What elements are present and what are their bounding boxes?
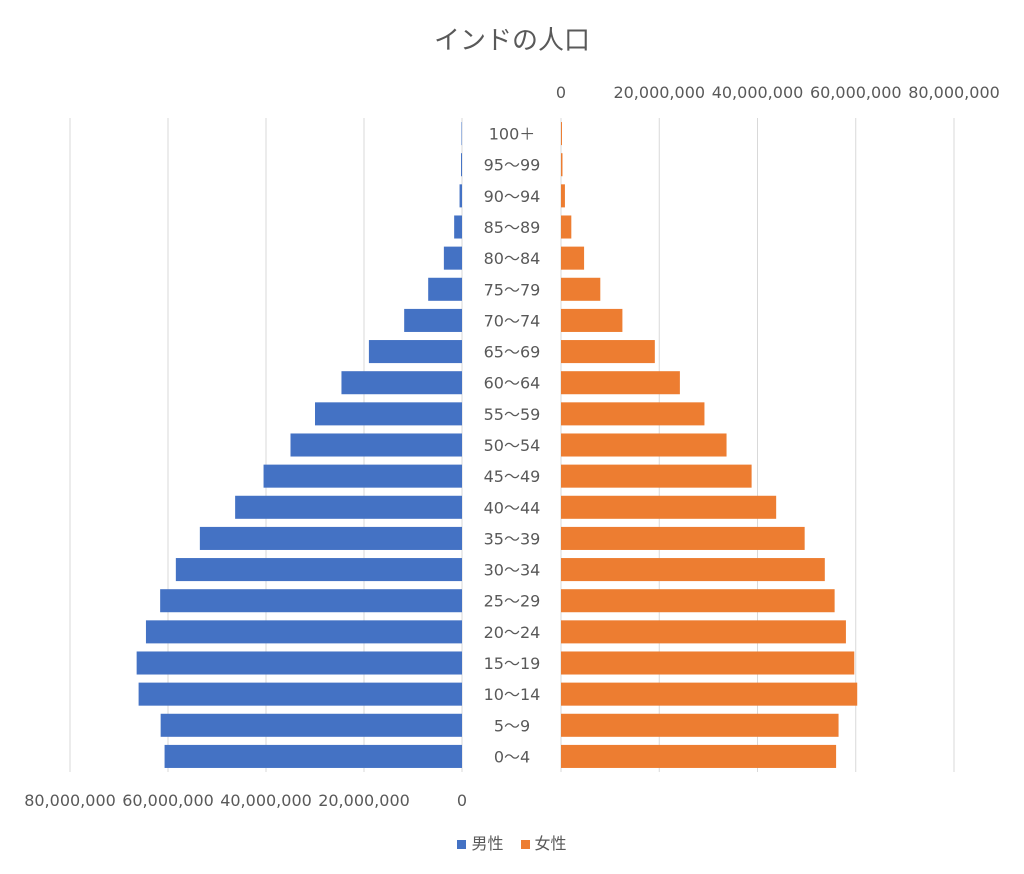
- female-bar: [561, 651, 855, 675]
- age-group-label: 35〜39: [484, 529, 541, 548]
- chart-title: インドの人口: [433, 26, 590, 56]
- legend: 男性 女性: [0, 830, 1024, 854]
- left-axis-tick-label: 40,000,000: [220, 791, 312, 810]
- legend-swatch-male: [457, 840, 467, 849]
- right-axis-tick-label: 0: [556, 83, 566, 102]
- age-group-label: 70〜74: [484, 311, 541, 330]
- male-bar: [428, 277, 462, 301]
- male-bar: [443, 246, 462, 270]
- age-group-label: 95〜99: [484, 156, 541, 175]
- male-bar: [461, 122, 463, 146]
- female-bar: [561, 589, 835, 613]
- female-bar: [561, 371, 680, 395]
- left-axis-tick-label: 80,000,000: [24, 791, 116, 810]
- male-bar: [404, 308, 462, 332]
- age-group-label: 15〜19: [484, 654, 541, 673]
- male-bar: [175, 558, 462, 582]
- female-bar: [561, 402, 705, 426]
- male-bar: [199, 526, 462, 550]
- female-bar: [561, 744, 837, 768]
- female-bar: [561, 153, 563, 177]
- age-group-label: 100＋: [489, 125, 536, 144]
- female-bar: [561, 464, 752, 488]
- age-group-label: 85〜89: [484, 218, 541, 237]
- left-axis-tick-label: 0: [457, 791, 467, 810]
- female-bar: [561, 713, 839, 737]
- legend-swatch-female: [520, 840, 530, 849]
- age-group-label: 50〜54: [484, 436, 541, 455]
- male-bar: [290, 433, 462, 457]
- age-group-label: 10〜14: [484, 685, 541, 704]
- female-bar: [561, 122, 562, 146]
- female-bar: [561, 340, 655, 364]
- age-group-label: 65〜69: [484, 343, 541, 362]
- male-bar: [160, 713, 462, 737]
- age-group-label: 55〜59: [484, 405, 541, 424]
- right-axis-tick-label: 20,000,000: [613, 83, 705, 102]
- male-bar: [136, 651, 462, 675]
- male-bar: [315, 402, 462, 426]
- female-bar: [561, 682, 858, 706]
- legend-label-male: 男性: [471, 834, 504, 853]
- female-bar: [561, 526, 805, 550]
- female-bar: [561, 620, 846, 644]
- male-bar: [459, 184, 462, 208]
- legend-label-female: 女性: [534, 834, 567, 853]
- age-group-label: 30〜34: [484, 561, 541, 580]
- female-bar: [561, 215, 572, 239]
- male-bar: [235, 495, 462, 519]
- male-bar: [263, 464, 462, 488]
- age-group-label: 0〜4: [494, 747, 530, 766]
- left-axis-tick-label: 20,000,000: [318, 791, 410, 810]
- female-bar: [561, 433, 727, 457]
- age-group-label: 25〜29: [484, 592, 541, 611]
- age-group-label: 45〜49: [484, 467, 541, 486]
- female-bar: [561, 184, 565, 208]
- male-bar: [341, 371, 462, 395]
- age-group-label: 40〜44: [484, 498, 541, 517]
- legend-item-male: 男性: [457, 830, 503, 854]
- male-bar: [138, 682, 462, 706]
- female-bar: [561, 495, 777, 519]
- right-axis-tick-label: 80,000,000: [908, 83, 1000, 102]
- age-group-label: 80〜84: [484, 249, 541, 268]
- female-bar: [561, 246, 585, 270]
- male-bar: [368, 340, 462, 364]
- female-bar: [561, 277, 601, 301]
- male-bar: [461, 153, 462, 177]
- female-bar: [561, 308, 623, 332]
- right-axis-tick-label: 60,000,000: [810, 83, 902, 102]
- male-bar: [454, 215, 462, 239]
- right-axis-tick-label: 40,000,000: [712, 83, 804, 102]
- legend-item-female: 女性: [520, 830, 567, 854]
- age-group-label: 75〜79: [484, 280, 541, 299]
- female-bar: [561, 558, 825, 582]
- male-bar: [160, 589, 462, 613]
- age-group-label: 60〜64: [484, 374, 541, 393]
- male-bar: [145, 620, 462, 644]
- left-axis-tick-label: 60,000,000: [122, 791, 214, 810]
- age-group-label: 5〜9: [494, 716, 530, 735]
- age-group-label: 90〜94: [484, 187, 541, 206]
- male-bar: [164, 744, 462, 768]
- age-group-label: 20〜24: [484, 623, 541, 642]
